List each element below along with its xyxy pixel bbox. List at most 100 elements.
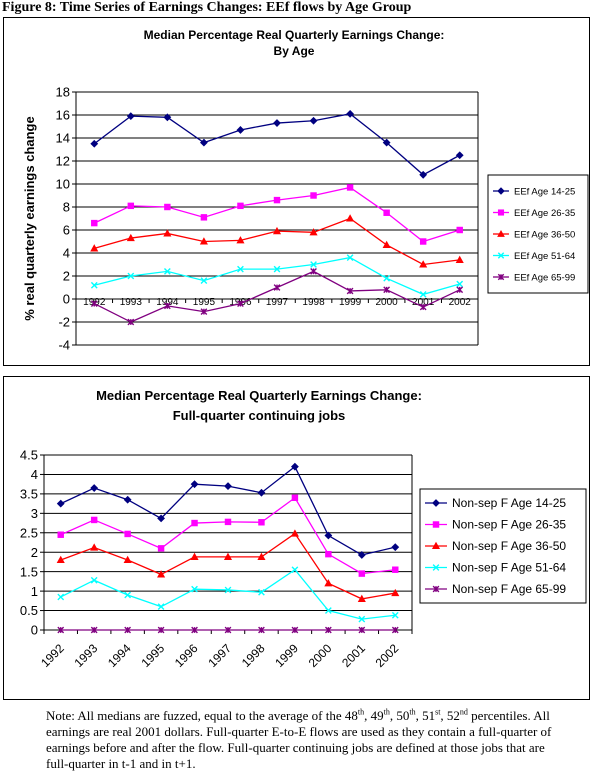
data-point — [200, 214, 208, 221]
data-point — [258, 588, 265, 596]
data-point — [237, 300, 244, 307]
data-point — [236, 236, 245, 244]
data-point — [258, 519, 265, 526]
data-point — [191, 585, 198, 593]
y-tick-label: 4 — [63, 246, 70, 261]
x-tick-label: 1995 — [193, 297, 216, 308]
data-point — [383, 274, 391, 282]
data-point — [90, 244, 99, 252]
data-point — [157, 626, 165, 634]
note-sup: th — [383, 707, 390, 717]
data-point — [324, 626, 332, 634]
y-tick-label: 6 — [63, 223, 70, 238]
legend-marker — [432, 521, 440, 528]
data-point — [200, 138, 208, 147]
note-text: , 49 — [364, 708, 384, 723]
y-tick-label: 3 — [31, 506, 38, 521]
data-point — [200, 308, 208, 316]
data-point — [90, 281, 98, 289]
y-tick-label: 0.5 — [20, 603, 38, 618]
figure-note: Note: All medians are fuzzed, equal to t… — [46, 708, 556, 772]
data-point — [90, 300, 98, 307]
data-point — [90, 576, 98, 584]
y-tick-label: 8 — [63, 200, 70, 215]
data-point — [91, 219, 98, 227]
x-tick-label: 2000 — [376, 297, 399, 308]
data-point — [291, 494, 299, 501]
legend-label: Non-sep F Age 26-35 — [452, 518, 566, 532]
data-point — [124, 591, 132, 599]
chart-title: Median Percentage Real Quarterly Earning… — [144, 28, 445, 42]
data-point — [419, 260, 428, 268]
y-tick-label: 18 — [56, 85, 70, 100]
x-tick-label: 1999 — [272, 641, 301, 670]
data-point — [358, 615, 366, 623]
data-point — [324, 579, 333, 587]
data-point — [224, 482, 232, 491]
data-point — [90, 516, 98, 524]
legend-label: EEf Age 26-35 — [514, 208, 575, 219]
y-tick-label: 3.5 — [20, 487, 38, 502]
data-point — [157, 514, 165, 523]
data-point — [273, 196, 281, 204]
data-point — [257, 488, 266, 497]
data-point — [310, 261, 317, 268]
data-point — [383, 286, 391, 294]
data-point — [223, 552, 233, 560]
data-point — [346, 184, 354, 191]
legend-marker — [432, 564, 440, 571]
data-point — [310, 268, 317, 275]
x-tick-label: 1997 — [266, 297, 289, 308]
data-point — [272, 226, 282, 235]
data-point — [391, 588, 400, 597]
data-point — [163, 229, 172, 237]
data-point — [273, 265, 281, 273]
data-point — [124, 530, 131, 538]
data-point — [90, 626, 98, 634]
x-tick-label: 2000 — [306, 641, 335, 670]
data-point — [190, 552, 199, 560]
data-point — [324, 531, 333, 540]
data-point — [163, 302, 171, 310]
note-sup: th — [357, 707, 365, 717]
x-tick-label: 1998 — [302, 297, 325, 308]
data-point — [419, 170, 428, 179]
legend-label: Non-sep F Age 51-64 — [452, 561, 566, 575]
legend-label: EEf Age 65-99 — [514, 272, 575, 283]
data-point — [310, 192, 317, 199]
data-point — [90, 484, 99, 492]
y-tick-label: 1 — [31, 584, 38, 599]
data-point — [346, 214, 355, 222]
data-point — [126, 233, 135, 242]
data-point — [309, 116, 318, 125]
data-point — [291, 462, 299, 471]
y-tick-label: 0 — [63, 292, 70, 307]
legend-label: Non-sep F Age 14-25 — [452, 496, 566, 510]
data-point — [190, 480, 199, 489]
data-point — [346, 254, 354, 261]
y-tick-label: 12 — [56, 154, 70, 169]
chart-panel-by-age: Median Percentage Real Quarterly Earning… — [3, 17, 590, 366]
data-point — [57, 626, 65, 634]
x-tick-label: 1994 — [105, 641, 134, 670]
series-line — [94, 217, 460, 266]
data-point — [127, 272, 135, 280]
x-tick-label: 1997 — [205, 641, 234, 670]
data-point — [157, 570, 166, 578]
x-tick-label: 2002 — [449, 297, 472, 308]
data-point — [346, 287, 354, 295]
data-point — [291, 626, 299, 634]
chart-title: Full-quarter continuing jobs — [173, 408, 346, 423]
x-tick-label: 1992 — [38, 641, 67, 670]
x-tick-label: 2001 — [412, 297, 435, 308]
data-point — [383, 209, 390, 216]
note-sup: nd — [459, 707, 468, 717]
note-text: , 50 — [389, 708, 410, 723]
y-tick-label: 2.5 — [20, 525, 38, 540]
legend-marker — [432, 585, 440, 593]
data-point — [157, 545, 165, 552]
data-point — [57, 593, 65, 601]
figure-title: Figure 8: Time Series of Earnings Change… — [2, 0, 412, 15]
data-point — [273, 119, 281, 127]
data-point — [124, 626, 132, 634]
